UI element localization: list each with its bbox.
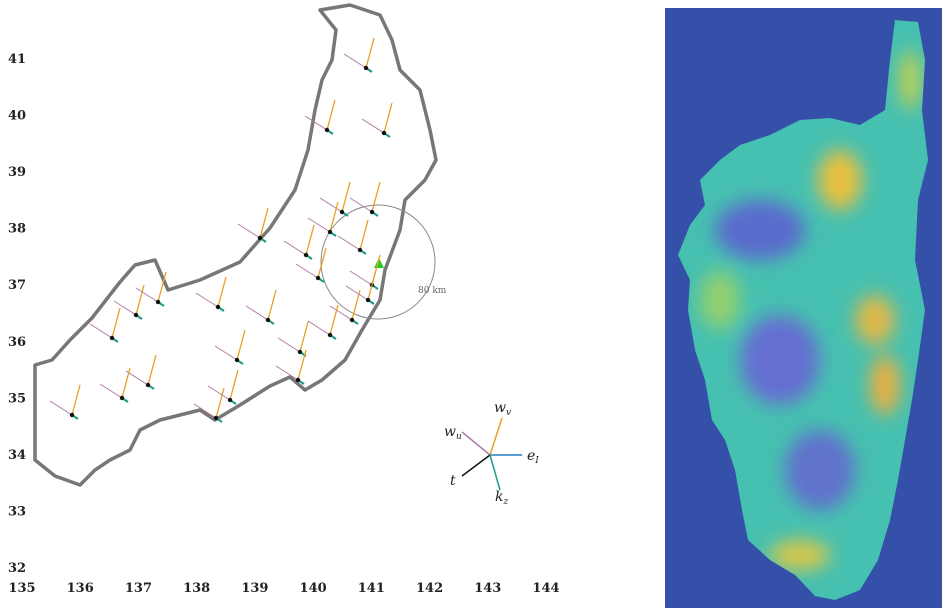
station — [258, 236, 262, 240]
station — [328, 230, 332, 234]
station — [156, 300, 160, 304]
station — [296, 378, 300, 382]
station — [134, 313, 138, 317]
x-tick-label: 143 — [474, 581, 501, 596]
station — [382, 131, 386, 135]
station — [350, 318, 354, 322]
x-tick-label: 135 — [8, 581, 35, 596]
station — [340, 210, 344, 214]
station — [216, 305, 220, 309]
y-tick-label: 40 — [8, 109, 26, 124]
scale-label: 80 km — [418, 286, 447, 296]
station — [316, 276, 320, 280]
glyph-arm — [238, 224, 260, 238]
station — [120, 396, 124, 400]
station — [304, 253, 308, 257]
x-tick-label: 144 — [532, 581, 559, 596]
x-tick-label: 137 — [125, 581, 152, 596]
station — [364, 66, 368, 70]
x-tick-label: 136 — [67, 581, 94, 596]
station — [235, 358, 239, 362]
station — [110, 336, 114, 340]
y-tick-label: 34 — [8, 448, 26, 463]
y-tick-label: 37 — [8, 278, 26, 293]
x-tick-label: 138 — [183, 581, 210, 596]
heatmap — [665, 8, 942, 608]
legend-label: t — [450, 473, 456, 489]
legend-label: eI — [527, 448, 539, 466]
station — [214, 416, 218, 420]
x-tick-label: 142 — [416, 581, 443, 596]
station — [266, 318, 270, 322]
y-tick-label: 39 — [8, 165, 26, 180]
x-tick-label: 139 — [241, 581, 268, 596]
station — [228, 398, 232, 402]
legend-line — [490, 455, 500, 490]
station — [70, 413, 74, 417]
legend-line — [462, 455, 490, 476]
legend-label: wu — [444, 424, 462, 442]
legend-label: wv — [494, 400, 511, 418]
glyph-legend: wu wv eI t kz — [444, 400, 539, 507]
legend-label: kz — [495, 489, 508, 507]
legend-line — [462, 432, 490, 455]
station — [146, 383, 150, 387]
x-tick-label: 141 — [358, 581, 385, 596]
figure: 80 km 135 136 137 138 139 140 141 142 143 144 32 33… — [0, 0, 942, 610]
y-tick-label: 35 — [8, 391, 26, 406]
y-tick-label: 33 — [8, 504, 26, 519]
y-tick-label: 38 — [8, 222, 26, 237]
y-tick-label: 41 — [8, 52, 26, 67]
legend-line — [490, 418, 502, 455]
y-tick-label: 36 — [8, 335, 26, 350]
station — [328, 333, 332, 337]
y-tick-label: 32 — [8, 561, 26, 576]
station — [358, 248, 362, 252]
station — [366, 298, 370, 302]
x-tick-label: 140 — [300, 581, 327, 596]
station — [370, 210, 374, 214]
coastline — [35, 5, 436, 485]
station — [325, 128, 329, 132]
station — [298, 350, 302, 354]
